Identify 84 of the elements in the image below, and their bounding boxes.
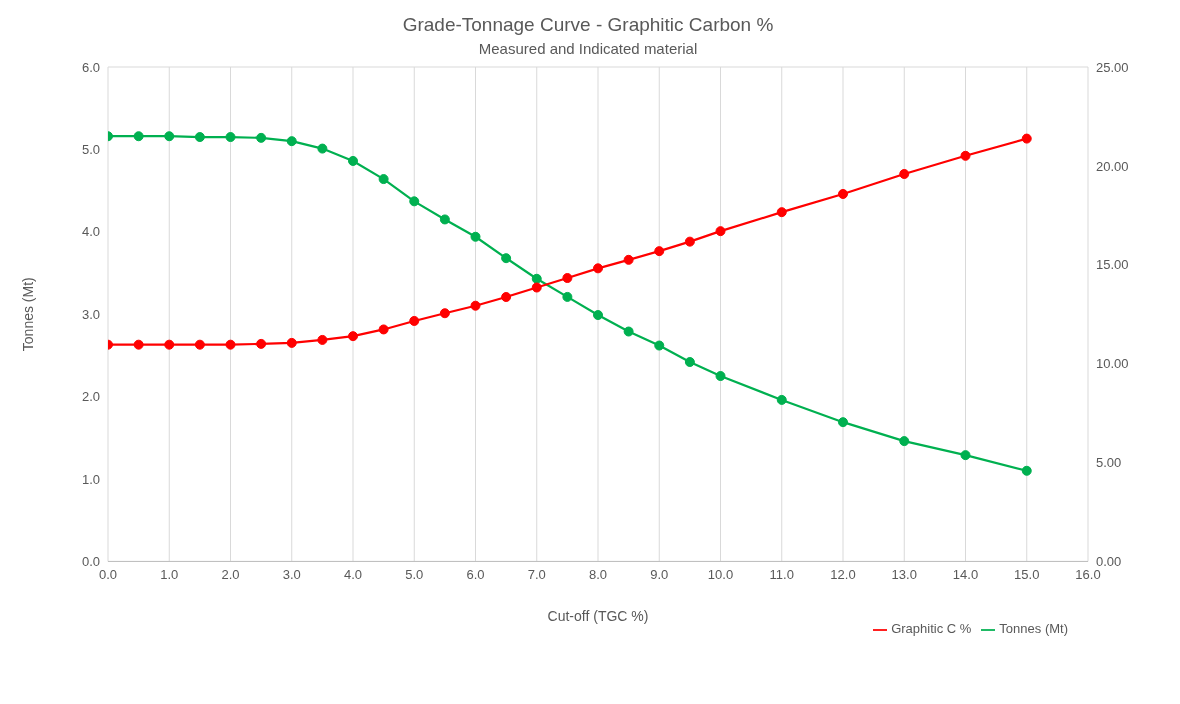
point (164, 131, 175, 142)
chart-title: Grade-Tonnage Curve - Graphitic Carbon % (401, 14, 775, 36)
y2-tick-label: 10.00 (1096, 356, 1129, 372)
y-tick-label: 3.0 (81, 306, 100, 322)
chart-subtitle: Measured and Indicated material (477, 40, 699, 57)
point (439, 308, 450, 319)
point (654, 340, 665, 351)
point (715, 371, 726, 382)
point (409, 196, 420, 207)
x-tick-label: 8.0 (588, 566, 608, 582)
point (225, 339, 236, 350)
point (256, 132, 267, 143)
point (439, 214, 450, 225)
y-tick-label: 5.0 (81, 142, 100, 158)
y-tick-label: 6.0 (81, 59, 100, 75)
x-tick-label: 4.0 (343, 566, 363, 582)
point (654, 246, 665, 257)
point (470, 300, 481, 311)
y-tick-label: 1.0 (81, 471, 100, 487)
point (838, 188, 848, 199)
x-tick-label: 10.0 (707, 566, 734, 582)
point (899, 169, 910, 179)
point (776, 207, 787, 218)
point (501, 292, 512, 303)
y2-tick-label: 20.00 (1096, 158, 1129, 174)
point (960, 150, 971, 161)
y2-tick-label: 5.00 (1096, 455, 1122, 471)
x-tick-label: 7.0 (527, 566, 546, 582)
point (378, 174, 389, 185)
point (562, 273, 573, 284)
point (470, 231, 481, 242)
point (194, 339, 205, 350)
point (684, 357, 695, 368)
point (684, 236, 695, 247)
x-axis-title: Cut-off (TGC %) (547, 608, 649, 625)
point (348, 155, 358, 166)
legend-label: Graphitic C % (891, 621, 972, 637)
point (531, 273, 542, 284)
y2-tick-label: 15.00 (1096, 257, 1129, 273)
point (1021, 133, 1032, 144)
point (378, 324, 389, 335)
x-tick-label: 15.0 (1014, 566, 1040, 582)
point (225, 132, 236, 143)
point (286, 337, 297, 348)
point (960, 450, 971, 461)
point (531, 282, 542, 293)
x-tick-label: 3.0 (282, 566, 301, 582)
point (317, 334, 328, 345)
x-tick-label: 2.0 (221, 566, 240, 582)
y-tick-label: 0.0 (81, 554, 100, 570)
y-tick-label: 4.0 (81, 224, 100, 240)
point (286, 136, 297, 147)
point (593, 263, 603, 274)
point (899, 436, 910, 447)
y-axis-title: Tonnes (Mt) (19, 277, 36, 352)
point (501, 253, 512, 264)
x-tick-label: 5.0 (405, 566, 424, 582)
point (256, 338, 267, 349)
point (623, 326, 634, 337)
point (194, 132, 205, 143)
point (715, 226, 726, 237)
point (1021, 465, 1032, 476)
x-tick-label: 6.0 (466, 566, 485, 582)
point (593, 310, 603, 321)
point (317, 143, 328, 154)
x-tick-label: 11.0 (769, 566, 794, 582)
point (164, 339, 175, 350)
x-tick-label: 13.0 (891, 566, 917, 582)
point (623, 254, 634, 265)
y-tick-label: 2.0 (81, 389, 100, 405)
point (133, 131, 144, 142)
point (409, 315, 420, 326)
x-tick-label: 9.0 (650, 566, 669, 582)
point (348, 331, 358, 342)
legend-label: Tonnes (Mt) (999, 621, 1068, 637)
x-tick-label: 0.0 (98, 566, 118, 582)
point (562, 291, 573, 302)
point (133, 339, 144, 350)
x-tick-label: 12.0 (830, 566, 856, 582)
x-tick-label: 1.0 (160, 566, 179, 582)
y2-tick-label: 25.00 (1096, 59, 1129, 75)
point (838, 417, 848, 428)
point (776, 394, 787, 405)
x-tick-label: 14.0 (952, 566, 979, 582)
